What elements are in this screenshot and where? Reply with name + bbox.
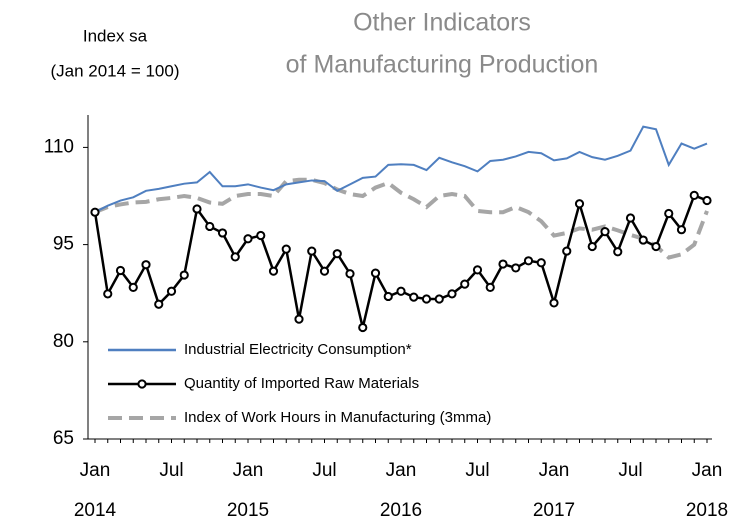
legend-label: Quantity of Imported Raw Materials xyxy=(184,375,419,392)
data-point xyxy=(536,258,546,268)
data-point xyxy=(230,252,240,262)
chart-title: of Manufacturing Production xyxy=(286,51,599,79)
data-point xyxy=(307,246,317,256)
data-point xyxy=(115,265,126,276)
data-point xyxy=(613,247,623,257)
legend-label: Industrial Electricity Consumption* xyxy=(184,341,412,358)
data-point xyxy=(358,322,368,333)
x-tick-label: Jul xyxy=(618,460,642,481)
x-tick-label: Jul xyxy=(159,460,183,481)
data-point xyxy=(434,294,444,304)
series-line xyxy=(93,193,708,328)
data-point xyxy=(281,244,291,254)
data-point xyxy=(243,234,253,244)
x-tick-label: Jan xyxy=(386,460,417,481)
data-point xyxy=(676,225,687,235)
data-point xyxy=(485,282,495,292)
chart-title: Other Indicators xyxy=(353,9,531,37)
data-point xyxy=(498,259,508,269)
data-point xyxy=(192,204,202,214)
legend-marker xyxy=(137,379,147,389)
x-tick-label: Jan xyxy=(692,460,723,481)
y-tick-label: 65 xyxy=(53,428,74,449)
data-point xyxy=(128,282,138,292)
data-point xyxy=(370,268,381,278)
x-tick-label: Jul xyxy=(312,460,336,481)
x-year-label: 2018 xyxy=(686,500,728,521)
y-axis-label: (Jan 2014 = 100) xyxy=(50,61,179,80)
data-point xyxy=(562,246,572,256)
series-line xyxy=(94,125,708,214)
data-point xyxy=(574,199,585,209)
x-year-label: 2014 xyxy=(74,500,117,521)
legend-label: Index of Work Hours in Manufacturing (3m… xyxy=(184,409,491,426)
x-tick-label: Jan xyxy=(539,460,570,481)
x-tick-label: Jan xyxy=(80,460,111,481)
data-point xyxy=(166,286,177,296)
data-point xyxy=(664,208,674,219)
data-point xyxy=(205,221,215,232)
data-point xyxy=(268,266,279,276)
data-point xyxy=(549,298,559,308)
data-point xyxy=(345,269,355,279)
data-point xyxy=(396,286,406,296)
y-tick-label: 95 xyxy=(53,234,74,255)
data-point xyxy=(103,289,113,299)
y-tick-label: 110 xyxy=(44,136,74,157)
data-point xyxy=(256,230,266,241)
data-point xyxy=(332,249,342,259)
data-point xyxy=(217,228,228,238)
data-point xyxy=(472,265,483,275)
data-point xyxy=(702,195,712,206)
data-point xyxy=(319,266,330,276)
data-point xyxy=(179,270,189,280)
x-tick-label: Jan xyxy=(233,460,264,481)
data-point xyxy=(511,263,521,273)
data-point xyxy=(90,207,100,217)
x-tick-label: Jul xyxy=(465,460,489,481)
data-point xyxy=(447,289,457,299)
data-point xyxy=(625,213,636,223)
x-year-label: 2015 xyxy=(227,500,269,521)
data-point xyxy=(154,299,164,309)
y-axis-label: Index sa xyxy=(83,26,148,45)
data-point xyxy=(421,294,432,304)
series-line xyxy=(94,177,709,260)
data-point xyxy=(638,235,648,245)
data-point xyxy=(523,256,534,266)
data-point xyxy=(409,292,419,302)
data-point xyxy=(651,241,661,252)
data-point xyxy=(600,227,610,237)
data-point xyxy=(587,241,597,252)
x-year-label: 2016 xyxy=(380,500,422,521)
x-year-label: 2017 xyxy=(533,500,575,521)
data-point xyxy=(460,279,470,289)
data-point xyxy=(689,190,699,200)
data-point xyxy=(294,314,304,324)
data-point xyxy=(383,291,393,302)
data-point xyxy=(141,260,151,270)
y-tick-label: 80 xyxy=(53,331,74,352)
